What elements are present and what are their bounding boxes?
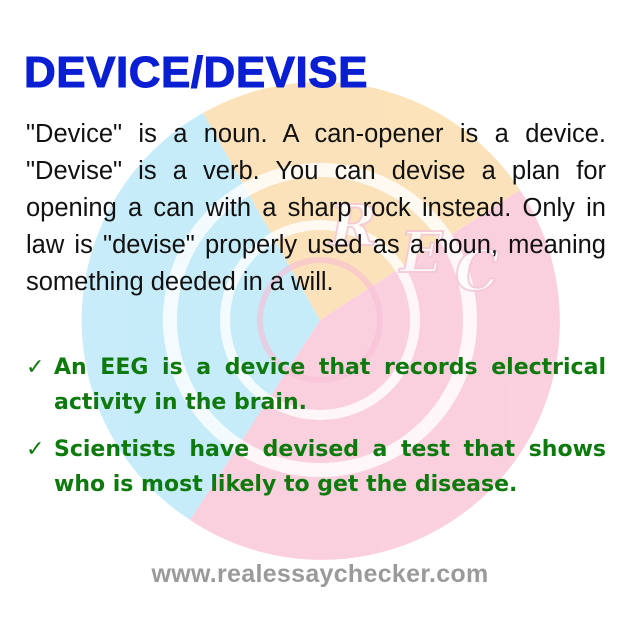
watermark-segment-blue [81,113,320,520]
watermark-letter-r: R [328,193,377,259]
example-item: ✓ Scientists have devised a test that sh… [26,432,606,502]
check-icon: ✓ [26,437,45,462]
example-list: ✓ An EEG is a device that records electr… [26,350,606,514]
footer-website-url: www.realessaychecker.com [151,560,489,588]
example-text: Scientists have devised a test that show… [54,437,606,497]
example-text: An EEG is a device that records electric… [54,355,606,415]
page-title: DEVICE/DEVISE [24,48,368,98]
watermark-letter-c: C [455,238,500,304]
watermark-letter-e: E [398,220,444,286]
example-item: ✓ An EEG is a device that records electr… [26,350,606,420]
watermark-segment-orange [203,81,520,321]
check-icon: ✓ [26,355,45,380]
definition-paragraph: "Device" is a noun. A can-opener is a de… [26,120,606,296]
